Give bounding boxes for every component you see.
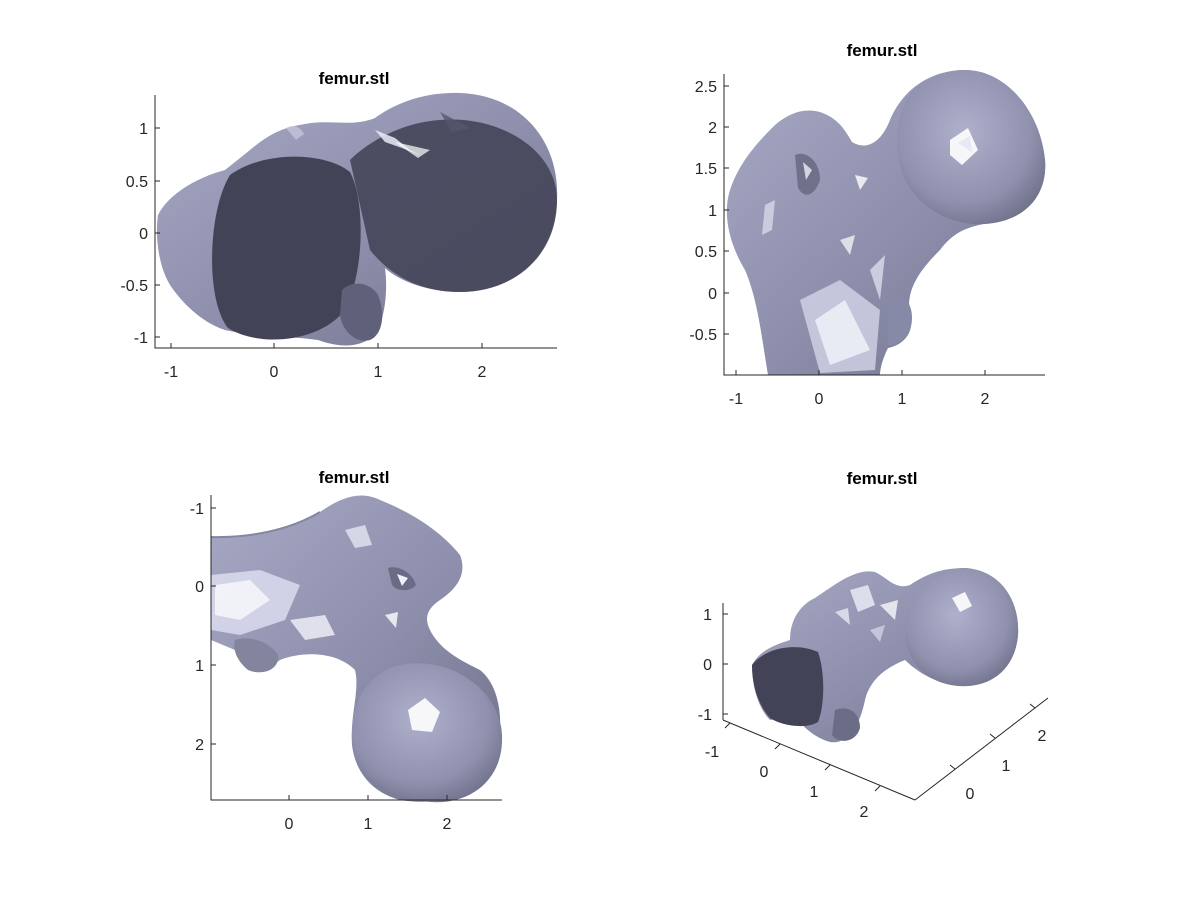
axes-3: -1 0 1 2 0 1 2 (190, 495, 502, 833)
y-tick-2-4: 0.5 (695, 244, 717, 261)
x-tick-4-2: 1 (810, 784, 819, 801)
subplot-2: femur.stl 2 (689, 41, 1046, 408)
femur-surface-2 (726, 70, 1046, 375)
x-tick-1-1: 0 (270, 364, 279, 381)
y-tick-2-1: 2 (708, 120, 717, 137)
z-tick-4-2: -1 (698, 707, 712, 724)
y-tick-2-5: 0 (708, 286, 717, 303)
y-tick-4-1: 1 (1002, 758, 1011, 775)
x-tick-2-0: -1 (729, 391, 743, 408)
axes-1: 1 0.5 0 -0.5 -1 -1 0 1 2 (120, 95, 557, 381)
y-tick-1-1: 0.5 (126, 174, 148, 191)
x-tick-3-1: 1 (364, 816, 373, 833)
y-tick-2-2: 1.5 (695, 161, 717, 178)
x-tick-3-0: 0 (285, 816, 294, 833)
femur-surface-3 (210, 495, 503, 803)
y-tick-4-0: 0 (966, 786, 975, 803)
x-tick-1-2: 1 (374, 364, 383, 381)
x-tick-4-3: 2 (860, 804, 869, 821)
y-tick-3-2: 1 (195, 658, 204, 675)
y-tick-3-3: 2 (195, 737, 204, 754)
y-tick-1-2: 0 (139, 226, 148, 243)
y-tick-3-1: 0 (195, 579, 204, 596)
x-tick-1-0: -1 (164, 364, 178, 381)
y-tick-1-3: -0.5 (120, 278, 148, 295)
x-tick-4-1: 0 (760, 764, 769, 781)
subplot-1-title: femur.stl (319, 69, 390, 88)
y-tick-1-0: 1 (139, 121, 148, 138)
femur-surface-4 (752, 568, 1019, 743)
x-tick-2-3: 2 (981, 391, 990, 408)
x-tick-4-0: -1 (705, 744, 719, 761)
axes-2: 2.5 2 1.5 1 0.5 0 -0.5 -1 0 1 2 (689, 74, 1045, 408)
y-tick-2-0: 2.5 (695, 79, 717, 96)
x-tick-2-1: 0 (815, 391, 824, 408)
subplot-3-title: femur.stl (319, 468, 390, 487)
subplot-4: femur.stl 1 0 -1 (698, 469, 1049, 821)
x-tick-3-2: 2 (443, 816, 452, 833)
z-tick-4-0: 1 (703, 607, 712, 624)
y-tick-3-0: -1 (190, 501, 204, 518)
z-tick-4-1: 0 (703, 657, 712, 674)
subplot-1: femur.stl 1 0.5 0 -0. (120, 69, 558, 381)
subplot-3: femur.stl -1 0 1 2 (190, 468, 503, 833)
axes-4: 1 0 -1 -1 0 1 2 0 1 2 (698, 603, 1049, 821)
y-tick-2-6: -0.5 (689, 327, 717, 344)
x-tick-2-2: 1 (898, 391, 907, 408)
y-tick-2-3: 1 (708, 203, 717, 220)
y-tick-1-4: -1 (134, 330, 148, 347)
femur-surface-1 (156, 92, 558, 346)
subplot-2-title: femur.stl (847, 41, 918, 60)
y-tick-4-2: 2 (1038, 728, 1047, 745)
subplot-4-title: femur.stl (847, 469, 918, 488)
x-tick-1-3: 2 (478, 364, 487, 381)
